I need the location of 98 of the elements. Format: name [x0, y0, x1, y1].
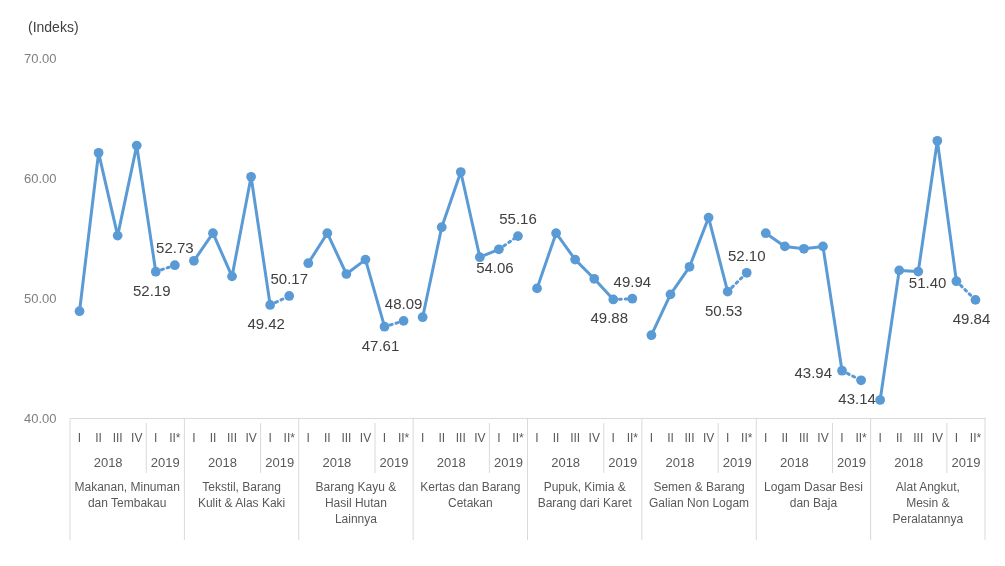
x-tick-label: II — [438, 431, 446, 445]
x-tick-label: II — [895, 431, 903, 445]
x-tick-label: I — [77, 431, 82, 445]
x-tick-label: III — [798, 431, 809, 445]
x-tick-label: IV — [474, 431, 486, 445]
x-tick-label: IV — [817, 431, 829, 445]
data-label: 49.42 — [247, 314, 285, 332]
x-tick-label: IV — [359, 431, 372, 445]
x-tick-label: I — [497, 431, 501, 445]
x-tick-label: I — [192, 431, 196, 445]
x-tick-label: II — [667, 431, 674, 445]
x-tick-label: III — [684, 431, 695, 445]
x-tick-label: II* — [512, 431, 524, 445]
text: 2019 — [722, 455, 752, 470]
text: Tekstil, Barang Kulit & Alas Kaki — [197, 480, 286, 510]
x-tick-label: II — [552, 431, 560, 445]
data-label: 47.61 — [361, 336, 400, 354]
x-tick-label: IV — [245, 431, 257, 445]
y-axis-title: (Indeks) — [28, 19, 79, 35]
x-tick-label: II* — [397, 431, 410, 445]
text: 2018 — [779, 455, 809, 470]
x-tick-label: I — [611, 431, 615, 445]
text: 2019 — [951, 455, 981, 470]
text: 2018 — [894, 455, 924, 470]
data-label: 55.16 — [499, 210, 537, 228]
data-label: 49.84 — [952, 309, 991, 327]
x-tick-label: IV — [588, 431, 600, 445]
y-tick-label: 50.00 — [23, 290, 57, 306]
text: Logam Dasar Besi dan Baja — [764, 480, 863, 510]
data-label: 43.94 — [794, 363, 833, 381]
text: 2018 — [436, 455, 466, 470]
point — [513, 231, 523, 241]
text: Semen & Barang Galian Non Logam — [649, 480, 750, 510]
text: Barang Kayu & Hasil Hutan Lainnya — [315, 480, 397, 526]
text: Kertas dan Barang Cetakan — [420, 480, 521, 510]
text: 2018 — [322, 455, 352, 470]
text: 2019 — [493, 455, 523, 470]
text: 2018 — [665, 455, 695, 470]
x-tick-label: III — [112, 431, 123, 445]
y-tick-label: 40.00 — [23, 410, 57, 426]
data-label: 50.53 — [704, 301, 743, 319]
y-tick-label: 60.00 — [23, 170, 57, 186]
text: 2019 — [837, 455, 867, 470]
data-label: 43.14 — [838, 390, 876, 408]
text: 2018 — [208, 455, 237, 470]
y-tick-label: 70.00 — [23, 50, 57, 66]
data-label: 48.09 — [384, 294, 423, 312]
text: 2018 — [551, 455, 581, 470]
data-label: 51.40 — [908, 274, 947, 292]
x-tick-label: I — [649, 431, 654, 445]
x-tick-label: I — [306, 431, 310, 445]
x-tick-label: II — [209, 431, 217, 445]
x-tick-label: III — [227, 431, 238, 445]
x-tick-label: I — [878, 431, 882, 445]
x-tick-label: I — [535, 431, 539, 445]
data-label: 52.19 — [133, 281, 171, 299]
text: 2019 — [608, 455, 638, 470]
x-tick-label: III — [341, 431, 352, 445]
point — [93, 147, 104, 158]
text: Alat Angkut, Mesin & Peralatannya — [892, 480, 964, 526]
point — [112, 230, 123, 241]
x-tick-label: III — [570, 431, 581, 445]
x-tick-label: II* — [855, 431, 868, 445]
x-tick-label: I — [725, 431, 730, 445]
text: 2019 — [379, 455, 409, 470]
data-label: 52.10 — [727, 246, 766, 264]
point — [74, 306, 85, 317]
x-tick-label: I — [382, 431, 387, 445]
x-tick-label: II — [95, 431, 102, 445]
text: Makanan, Minuman dan Tembakau — [74, 480, 180, 510]
x-tick-label: III — [455, 431, 466, 445]
x-tick-label: II — [781, 431, 789, 445]
x-tick-label: II* — [741, 431, 753, 445]
data-label: 49.88 — [590, 309, 629, 327]
x-tick-label: II* — [283, 431, 296, 445]
x-tick-label: II* — [626, 431, 639, 445]
x-tick-label: II* — [169, 431, 181, 445]
x-tick-label: I — [268, 431, 272, 445]
x-tick-label: II* — [969, 431, 982, 445]
point — [131, 140, 142, 151]
data-label: 52.73 — [156, 239, 194, 257]
x-tick-label: I — [840, 431, 844, 445]
x-tick-label: IV — [702, 431, 715, 445]
x-tick-label: IV — [931, 431, 944, 445]
x-tick-label: I — [954, 431, 959, 445]
x-tick-label: II — [324, 431, 331, 445]
x-tick-label: III — [913, 431, 924, 445]
text: Pupuk, Kimia & Barang dari Karet — [537, 480, 633, 510]
text: 2019 — [150, 455, 180, 470]
x-tick-label: I — [764, 431, 768, 445]
text: 2018 — [93, 455, 123, 470]
text: 2019 — [265, 455, 295, 470]
data-label: 50.17 — [270, 269, 308, 287]
data-label: 49.94 — [613, 272, 652, 290]
x-tick-label: I — [154, 431, 158, 445]
data-label: 54.06 — [476, 259, 514, 277]
x-tick-label: I — [420, 431, 425, 445]
x-tick-label: IV — [131, 431, 143, 445]
